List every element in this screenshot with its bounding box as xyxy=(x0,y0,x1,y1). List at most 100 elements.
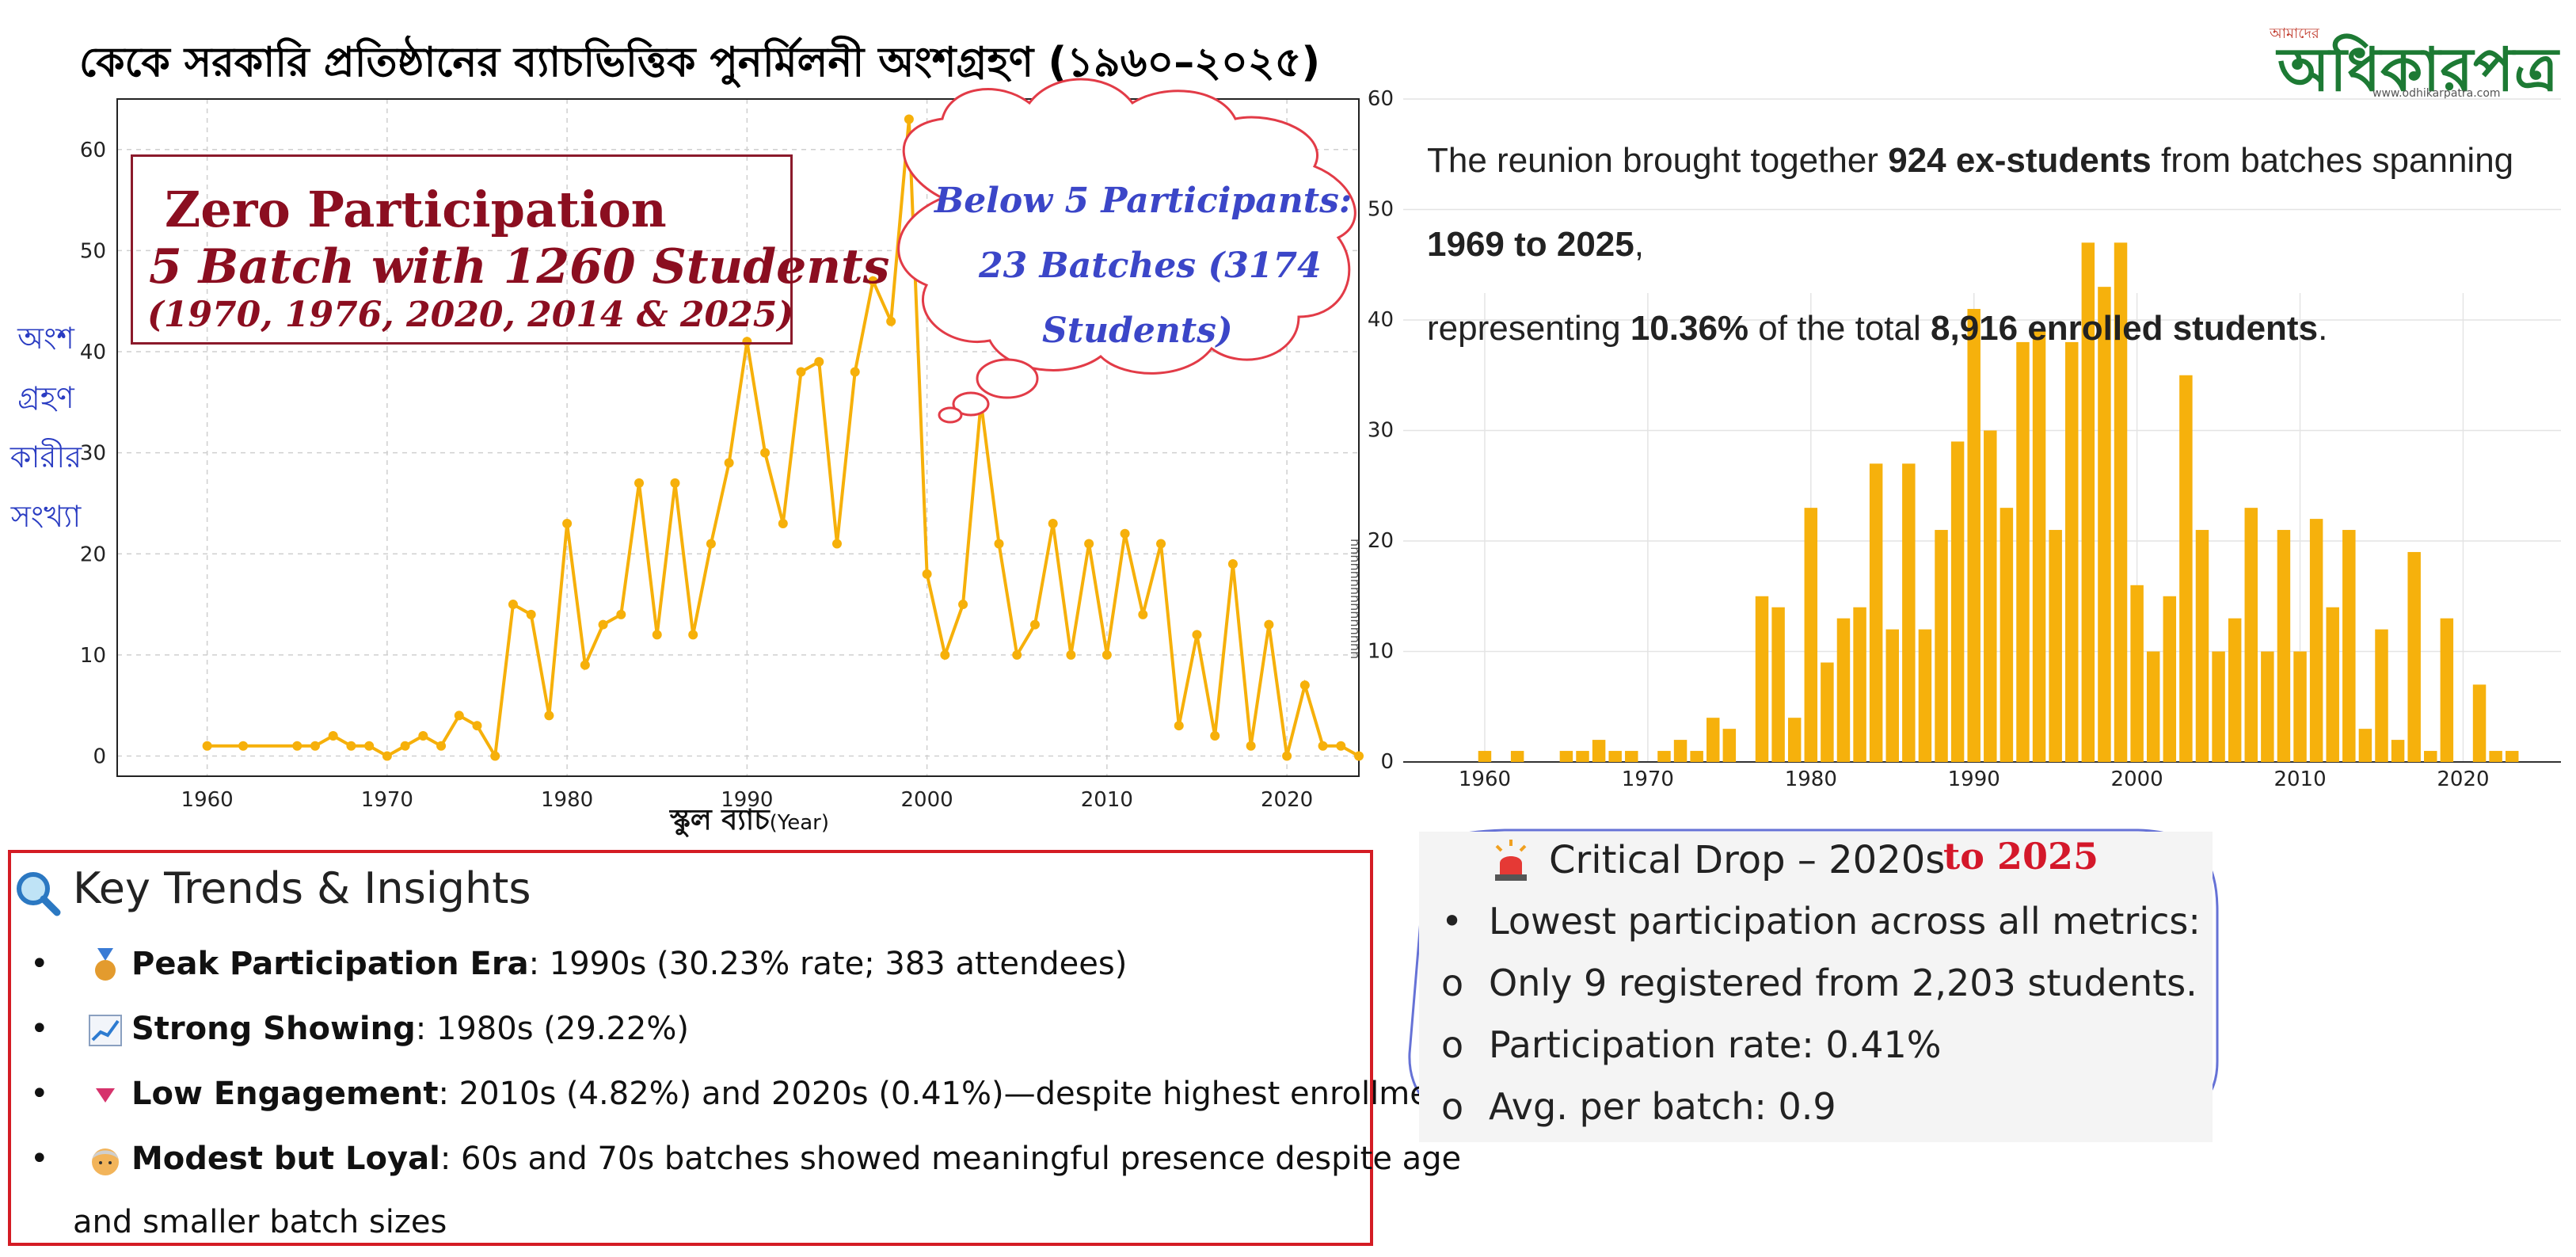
summary-text: , xyxy=(1634,225,1644,264)
y-tick-label: 40 xyxy=(80,341,106,364)
page-title: কেকে সরকারি প্রতিষ্ঠানের ব্যাচভিত্তিক পু… xyxy=(79,39,1321,86)
bar xyxy=(2375,629,2388,762)
data-point xyxy=(670,478,680,488)
data-point xyxy=(1012,649,1022,660)
y-tick-label: 60 xyxy=(1368,87,1394,111)
data-point xyxy=(850,367,860,377)
elder-icon xyxy=(79,1141,131,1178)
bar xyxy=(2277,530,2291,762)
bar xyxy=(1853,607,1866,762)
x-tick-label: 1960 xyxy=(1459,768,1511,791)
data-point xyxy=(1210,730,1220,741)
logo-url: www.odhikarpatra.com xyxy=(2372,87,2501,100)
bar xyxy=(2228,618,2242,762)
data-point xyxy=(598,619,608,630)
bar xyxy=(2016,341,2030,762)
cloud-text-line1: Below 5 Participants: xyxy=(934,181,1353,221)
data-point xyxy=(760,448,771,458)
bar xyxy=(2146,651,2160,762)
data-point xyxy=(1048,518,1058,528)
summary-bold: 8,916 enrolled students xyxy=(1931,309,2319,348)
bar xyxy=(1608,751,1622,762)
data-point xyxy=(238,741,249,751)
bar xyxy=(1836,618,1851,762)
zero-box-summary: 5 Batch with 1260 Students xyxy=(149,239,890,295)
trend-item: • Low Engagement: 2010s (4.82%) and 2020s… xyxy=(30,1076,1462,1112)
bar xyxy=(1804,508,1818,762)
y-tick-label: 30 xyxy=(1368,419,1394,443)
bar xyxy=(2032,330,2046,762)
chart-up-icon xyxy=(79,1011,131,1047)
bar xyxy=(2179,375,2193,762)
data-point xyxy=(922,569,932,579)
bar xyxy=(1559,751,1573,762)
bar xyxy=(1950,441,1965,762)
y-label-line: অংশ xyxy=(17,321,74,356)
data-point xyxy=(634,478,645,488)
data-point xyxy=(868,276,878,286)
data-point xyxy=(652,630,662,640)
trend-label: Low Engagement xyxy=(131,1076,439,1112)
data-point xyxy=(904,114,914,124)
y-tick-label: 0 xyxy=(93,745,106,768)
data-point xyxy=(958,600,968,610)
data-point xyxy=(472,721,482,731)
bar xyxy=(1918,629,1932,762)
data-point xyxy=(436,741,447,751)
data-point xyxy=(544,710,554,721)
x-tick-label: 2020 xyxy=(2437,768,2489,791)
data-point xyxy=(328,730,338,741)
bar xyxy=(2505,751,2519,762)
bar xyxy=(1869,463,1883,762)
data-point xyxy=(814,356,824,367)
bar xyxy=(1576,751,1589,762)
trend-text: : 1990s (30.23% rate; 383 attendees) xyxy=(528,946,1128,982)
bar xyxy=(2081,242,2095,763)
data-point xyxy=(382,751,392,761)
x-label-main: স্কুল ব্যাচ xyxy=(670,804,770,836)
data-point xyxy=(688,630,698,640)
trend-text: : 1980s (29.22%) xyxy=(415,1011,689,1047)
y-label-line: গ্রহণ xyxy=(17,380,74,415)
drop-text: Participation rate: 0.41% xyxy=(1489,1023,1942,1066)
bar xyxy=(2098,287,2111,762)
bar xyxy=(1625,751,1638,762)
summary-bold: 924 ex-students xyxy=(1888,141,2152,180)
thought-cloud xyxy=(897,78,1356,424)
key-trends-title: Key Trends & Insights xyxy=(73,863,531,913)
cloud-text-line3: Students) xyxy=(1042,310,1233,351)
y-tick-label: 40 xyxy=(1368,308,1394,332)
bar xyxy=(2065,341,2079,762)
data-point xyxy=(1084,539,1094,549)
data-point xyxy=(940,649,950,660)
bar xyxy=(1984,430,1997,762)
bar xyxy=(1755,596,1769,762)
bar xyxy=(1690,751,1703,762)
medal-icon xyxy=(79,946,131,983)
bar xyxy=(2326,607,2339,762)
trend-text: : 60s and 70s batches showed meaningful … xyxy=(439,1141,1462,1177)
bar xyxy=(2358,729,2372,762)
drop-item: o Participation rate: 0.41% xyxy=(1441,1023,1941,1066)
bar xyxy=(1722,729,1737,762)
magnifier-icon xyxy=(11,867,63,922)
y-tick-label: 30 xyxy=(80,442,106,466)
drop-item: • Lowest participation across all metrics… xyxy=(1441,900,2201,943)
reunion-summary: The reunion brought together 924 ex-stud… xyxy=(1427,119,2551,371)
summary-bold: 1969 to 2025 xyxy=(1427,225,1634,264)
bar xyxy=(2440,618,2454,762)
trend-item: • Strong Showing: 1980s (29.22%) xyxy=(30,1011,689,1047)
zero-participation-box: Zero Participation 5 Batch with 1260 Stu… xyxy=(131,154,889,345)
data-point xyxy=(1029,619,1040,630)
bar xyxy=(2293,651,2307,762)
y-tick-label: 20 xyxy=(1368,529,1394,553)
data-point xyxy=(562,518,573,528)
data-point xyxy=(1120,528,1130,539)
summary-text: The reunion brought together xyxy=(1427,141,1889,180)
bar xyxy=(2195,530,2209,762)
data-point xyxy=(508,600,518,610)
data-point xyxy=(778,518,788,528)
data-point xyxy=(1299,680,1310,691)
down-triangle-icon xyxy=(79,1076,131,1112)
data-point xyxy=(1318,741,1328,751)
